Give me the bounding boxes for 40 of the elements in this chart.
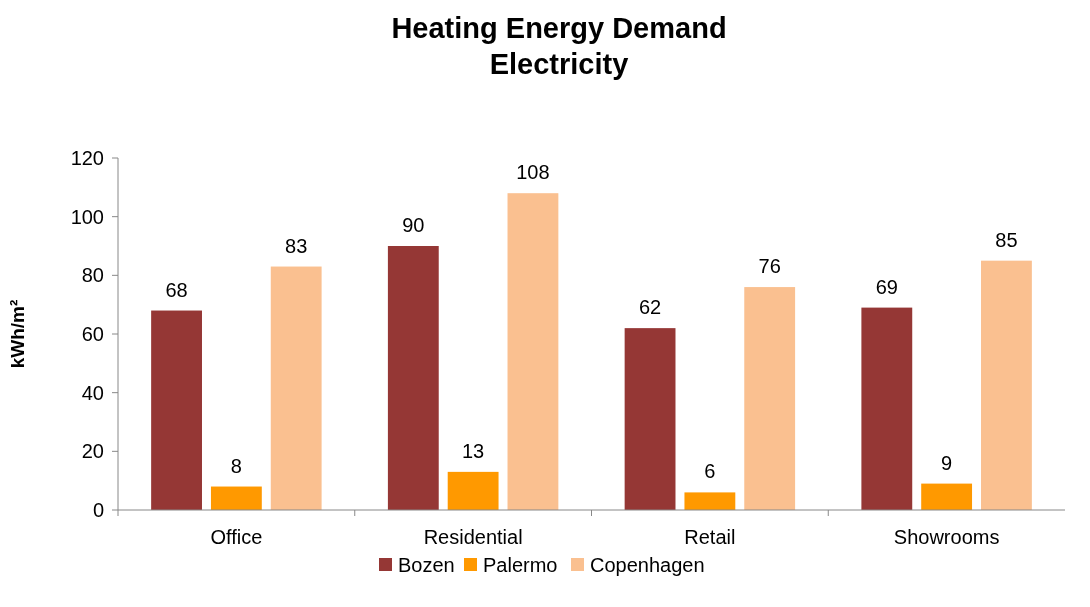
legend-label: Palermo bbox=[483, 554, 558, 576]
bar bbox=[624, 328, 676, 510]
bar bbox=[744, 287, 796, 510]
bar bbox=[210, 486, 262, 510]
y-tick-label: 80 bbox=[81, 264, 104, 287]
data-label: 108 bbox=[516, 161, 550, 184]
x-tick-label: Residential bbox=[423, 526, 523, 548]
data-label: 83 bbox=[285, 234, 308, 257]
chart-title: Heating Energy Demand Electricity bbox=[391, 12, 727, 80]
data-label: 68 bbox=[165, 278, 188, 301]
x-tick-label: Showrooms bbox=[893, 526, 1000, 548]
bar bbox=[921, 483, 973, 510]
bar bbox=[447, 471, 499, 510]
y-tick-label: 0 bbox=[92, 499, 104, 521]
bar bbox=[507, 193, 559, 510]
bar bbox=[981, 260, 1032, 510]
y-tick-label: 20 bbox=[81, 440, 104, 463]
bar bbox=[861, 307, 913, 510]
bar bbox=[151, 310, 202, 510]
y-tick-label: 120 bbox=[70, 147, 104, 169]
bar bbox=[387, 246, 439, 510]
bar bbox=[684, 492, 736, 510]
y-tick-label: 100 bbox=[70, 205, 104, 228]
y-tick-label: 60 bbox=[81, 323, 104, 345]
data-label: 8 bbox=[230, 454, 242, 477]
bar bbox=[270, 266, 322, 510]
data-label: 90 bbox=[402, 214, 425, 236]
data-label: 76 bbox=[758, 255, 781, 278]
data-label: 13 bbox=[462, 439, 485, 462]
data-label: 6 bbox=[704, 460, 716, 483]
data-label: 9 bbox=[941, 451, 953, 474]
data-label: 69 bbox=[875, 275, 898, 298]
data-label: 85 bbox=[995, 228, 1018, 251]
legend-label: Bozen bbox=[398, 554, 455, 576]
y-tick-label: 40 bbox=[81, 381, 104, 404]
legend-label: Copenhagen bbox=[590, 554, 705, 576]
y-axis-title: kWh/m² bbox=[7, 299, 28, 369]
data-label: 62 bbox=[638, 296, 662, 319]
x-tick-label: Office bbox=[210, 526, 263, 548]
x-tick-label: Retail bbox=[684, 526, 736, 548]
